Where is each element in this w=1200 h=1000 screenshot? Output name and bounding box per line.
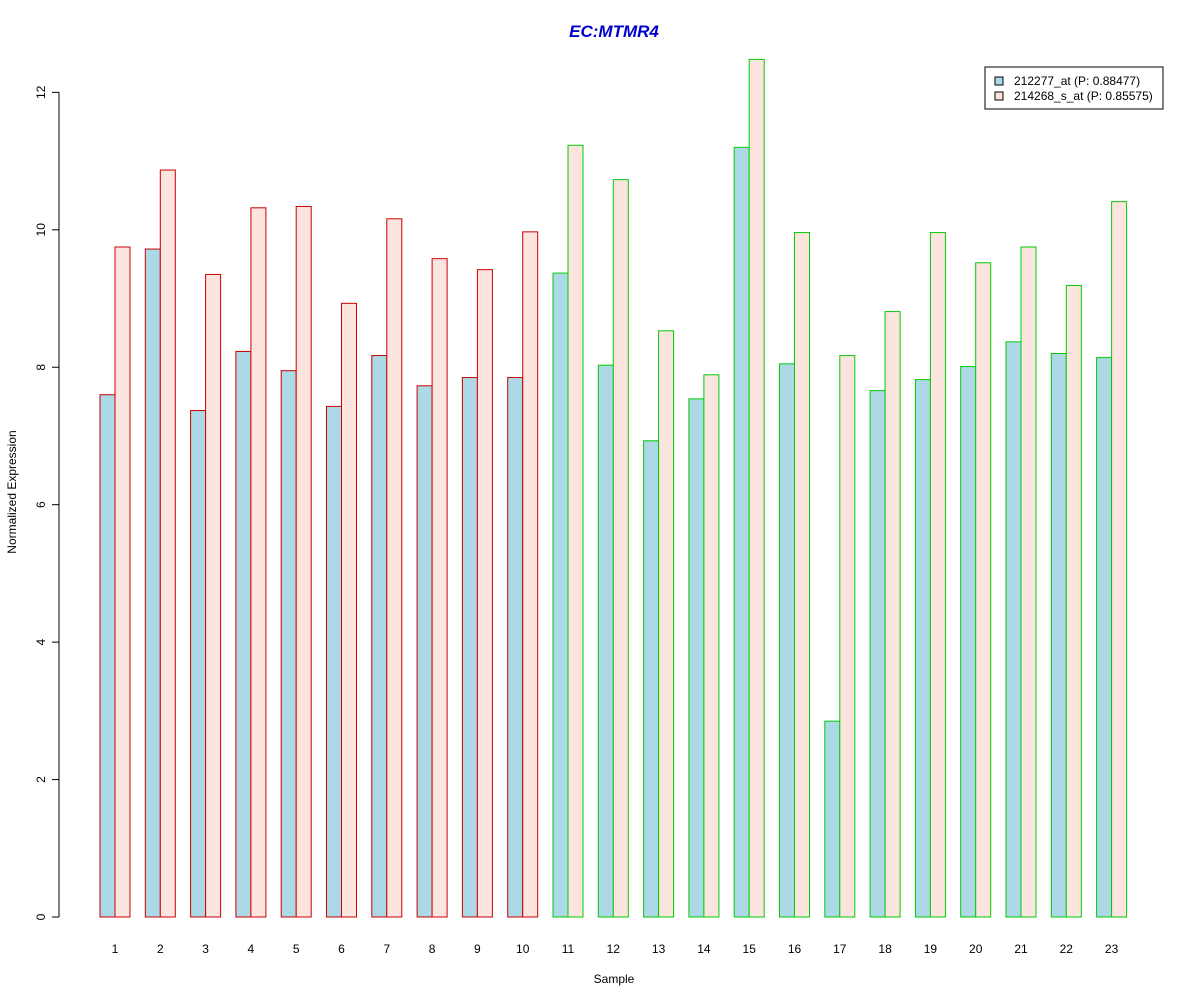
bar-sample-22-series-2	[1065, 284, 1082, 918]
x-tick-label: 10	[516, 942, 530, 956]
x-tick-label: 6	[338, 942, 345, 956]
bar-sample-20-series-1	[960, 366, 977, 918]
x-tick-label: 3	[202, 942, 209, 956]
bar-sample-2-series-2	[159, 169, 176, 918]
bar-sample-7-series-2	[386, 218, 403, 918]
x-tick-label: 23	[1105, 942, 1119, 956]
bar-sample-9-series-2	[476, 269, 493, 918]
x-tick-label: 4	[248, 942, 255, 956]
bar-sample-17-series-1	[824, 720, 841, 918]
bar-sample-6-series-2	[341, 302, 357, 918]
bar-sample-16-series-2	[794, 232, 810, 918]
y-tick-label: 6	[34, 501, 48, 508]
bar-sample-14-series-2	[703, 374, 720, 918]
x-tick-label: 17	[833, 942, 847, 956]
bar-sample-10-series-2	[522, 231, 539, 918]
x-tick-label: 7	[383, 942, 390, 956]
x-tick-label: 8	[429, 942, 436, 956]
bar-sample-1-series-2	[114, 246, 131, 918]
x-tick-label: 14	[697, 942, 711, 956]
x-tick-label: 11	[562, 942, 575, 956]
bar-sample-23-series-2	[1111, 201, 1128, 918]
legend-label-series-2: 214268_s_at (P: 0.85575)	[1014, 89, 1153, 103]
bar-sample-12-series-2	[612, 179, 629, 918]
bar-sample-3-series-1	[190, 410, 207, 918]
bar-sample-12-series-1	[597, 364, 614, 918]
bar-sample-11-series-1	[552, 272, 569, 918]
bar-sample-21-series-1	[1005, 341, 1022, 918]
x-tick-label: 2	[157, 942, 164, 956]
legend-swatch-series-1	[994, 76, 1004, 86]
legend: 212277_at (P: 0.88477) 214268_s_at (P: 0…	[984, 66, 1164, 110]
bar-sample-19-series-1	[914, 379, 931, 918]
bar-sample-16-series-1	[779, 363, 795, 918]
bar-sample-4-series-2	[250, 207, 267, 918]
bar-sample-10-series-1	[507, 377, 524, 918]
bar-sample-15-series-1	[733, 146, 750, 918]
x-tick-label: 21	[1014, 942, 1028, 956]
x-axis-label: Sample	[594, 972, 635, 986]
bar-sample-3-series-2	[205, 273, 222, 918]
x-tick-label: 20	[969, 942, 983, 956]
legend-label-series-1: 212277_at (P: 0.88477)	[1014, 74, 1140, 88]
bar-sample-1-series-1	[99, 394, 116, 918]
bar-sample-18-series-1	[869, 390, 886, 918]
bar-sample-22-series-1	[1050, 352, 1067, 918]
bar-sample-9-series-1	[461, 377, 478, 918]
bar-sample-4-series-1	[235, 350, 252, 918]
bar-sample-20-series-2	[975, 262, 992, 918]
bar-sample-14-series-1	[688, 398, 705, 918]
x-tick-label: 9	[474, 942, 481, 956]
x-tick-label: 13	[652, 942, 666, 956]
bar-sample-21-series-2	[1020, 246, 1037, 918]
bar-sample-17-series-2	[839, 355, 856, 918]
legend-swatch-series-2	[994, 91, 1004, 101]
bar-sample-11-series-2	[567, 144, 584, 918]
bar-sample-13-series-2	[658, 330, 675, 918]
bar-sample-19-series-2	[929, 232, 946, 918]
x-tick-label: 1	[112, 942, 119, 956]
bar-sample-5-series-2	[295, 205, 312, 918]
x-tick-label: 5	[293, 942, 300, 956]
x-tick-label: 22	[1060, 942, 1074, 956]
bar-sample-2-series-1	[144, 248, 161, 918]
x-tick-label: 15	[743, 942, 757, 956]
y-tick-label: 2	[34, 776, 48, 783]
y-tick-label: 4	[34, 638, 48, 645]
y-tick-label: 12	[34, 85, 48, 99]
x-tick-label: 16	[788, 942, 802, 956]
bar-sample-5-series-1	[280, 370, 297, 918]
legend-box	[984, 66, 1164, 110]
y-tick-label: 0	[34, 913, 48, 920]
bar-sample-15-series-2	[748, 58, 765, 918]
x-tick-label: 12	[607, 942, 621, 956]
x-axis-tick-labels: 1 2 3 4 5 6 7 8 9 10 11 12 13 14 15 16 17 18 19 20 21 22 23	[112, 942, 1119, 956]
bar-sample-23-series-1	[1096, 357, 1113, 918]
bar-sample-7-series-1	[371, 355, 388, 918]
x-tick-label: 18	[878, 942, 892, 956]
bar-sample-8-series-2	[431, 258, 448, 918]
y-axis-label: Normalized Expression	[5, 430, 19, 553]
bar-sample-6-series-1	[326, 405, 342, 918]
y-tick-label: 10	[34, 223, 48, 237]
y-tick-label: 8	[34, 364, 48, 371]
x-tick-label: 19	[924, 942, 938, 956]
y-axis-ticks: 0 2 4 6 8 10 12	[34, 85, 59, 920]
bar-sample-18-series-2	[884, 311, 901, 918]
chart-title: EC:MTMR4	[569, 22, 659, 41]
bar-sample-8-series-1	[416, 385, 433, 918]
bar-sample-13-series-1	[643, 440, 660, 918]
plot-area	[99, 58, 1128, 918]
